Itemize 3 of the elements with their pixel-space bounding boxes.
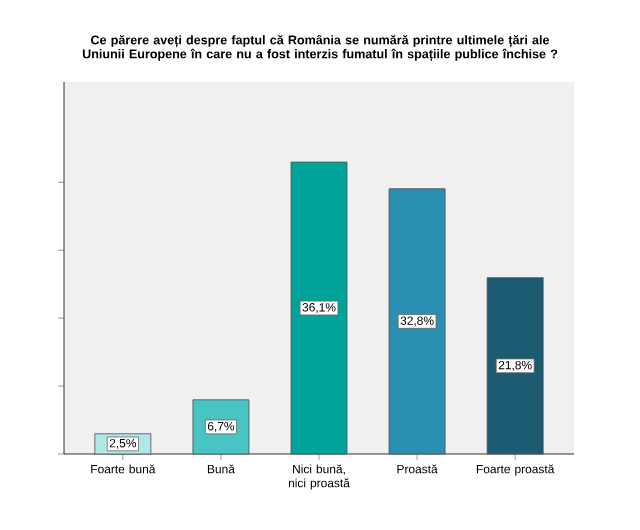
bar <box>388 188 446 455</box>
bar <box>290 161 348 455</box>
bar <box>486 277 544 455</box>
